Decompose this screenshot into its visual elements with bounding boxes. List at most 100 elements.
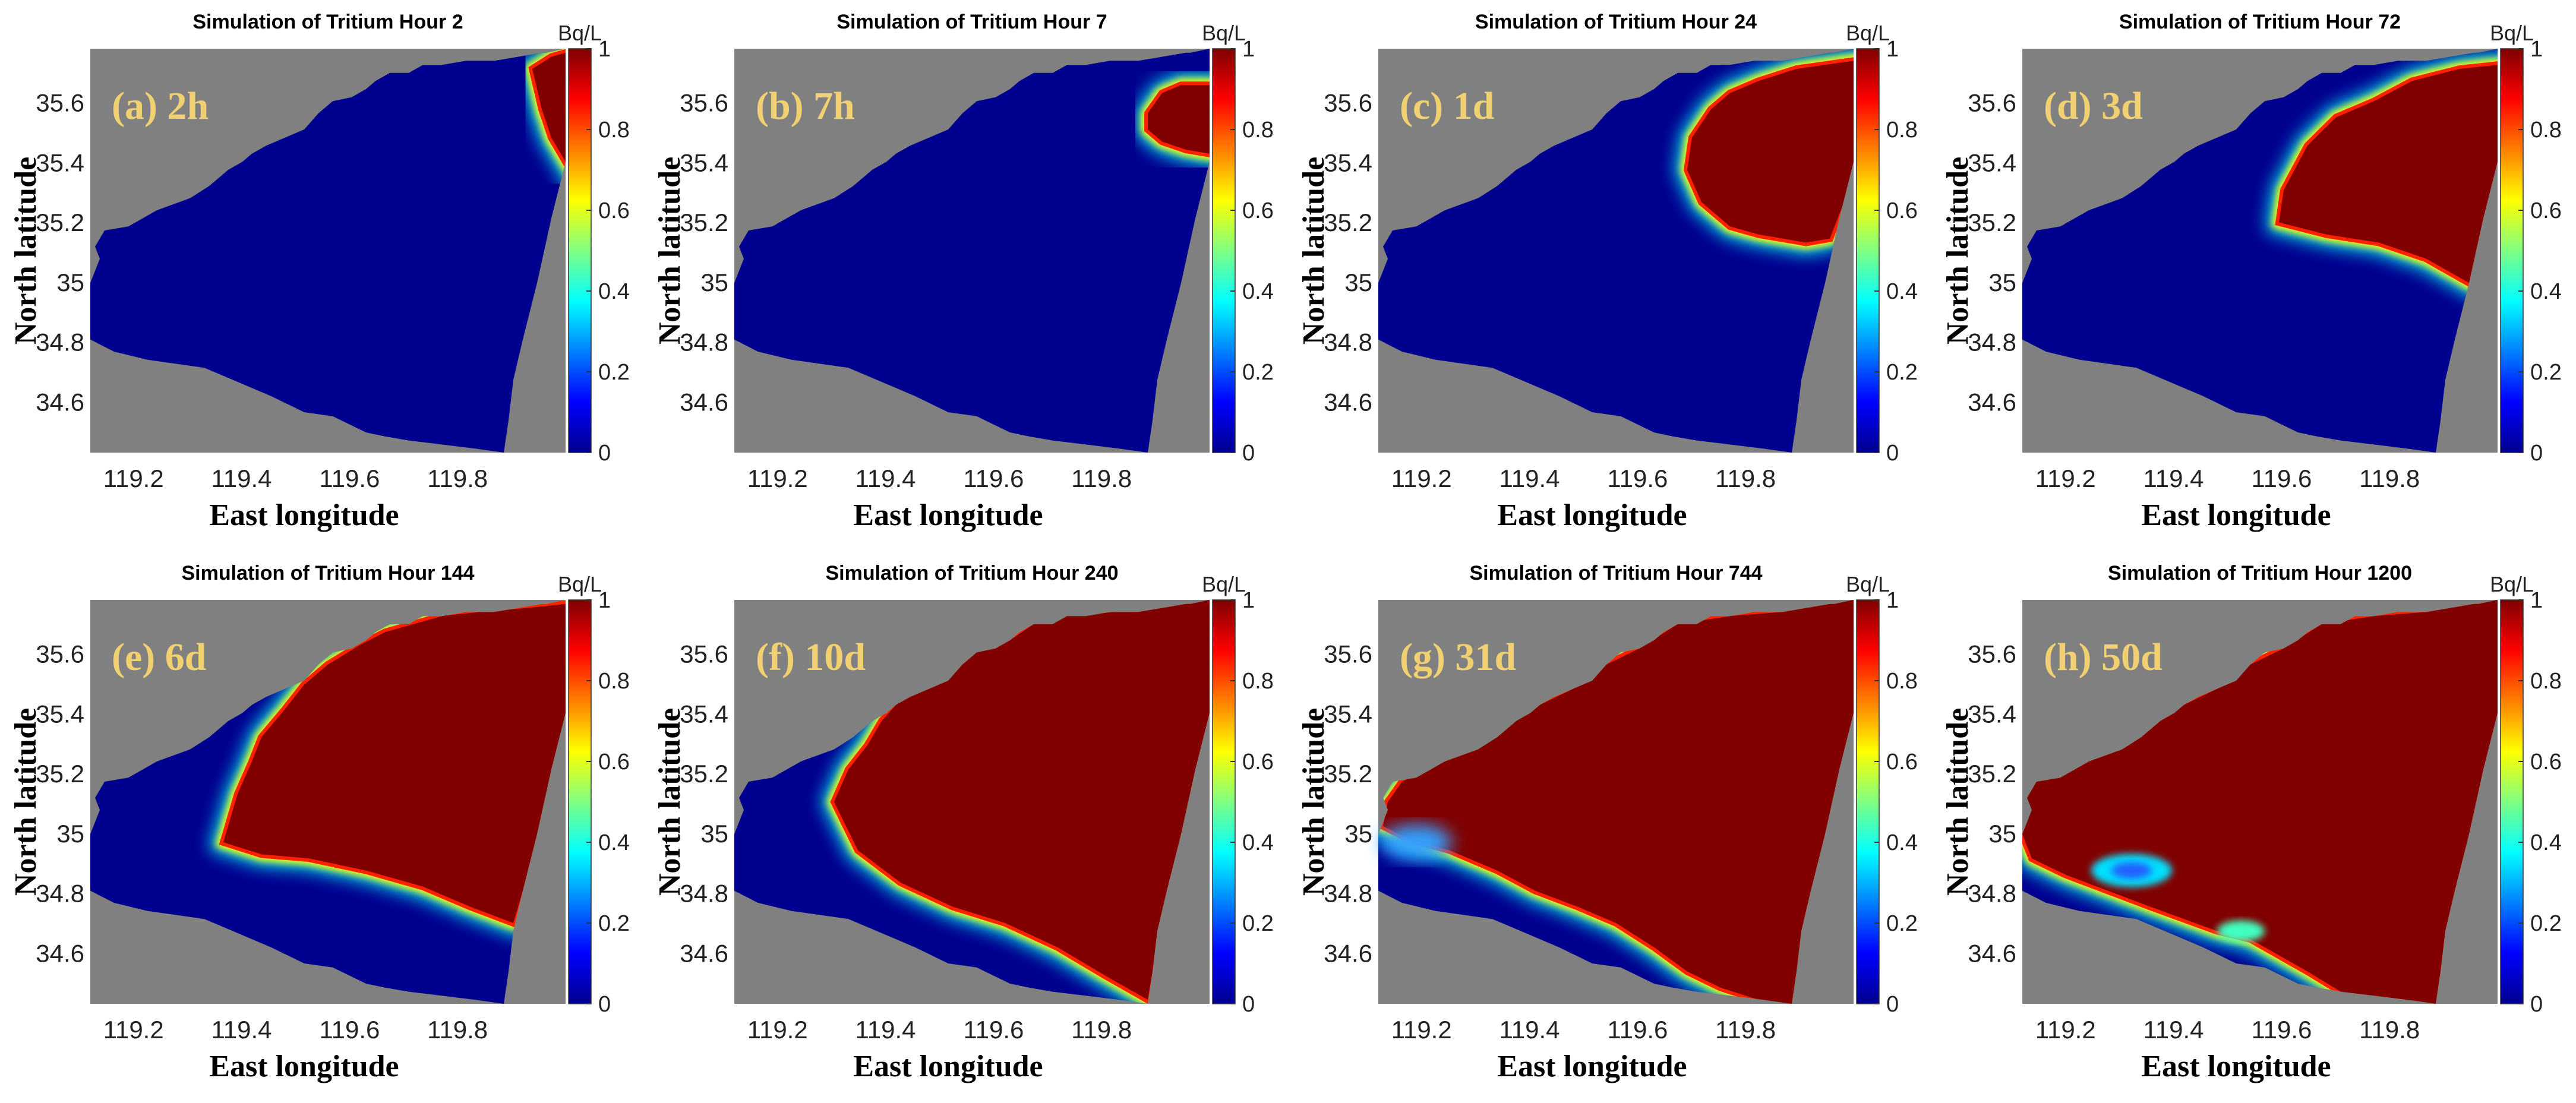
x-tick-label: 119.8 xyxy=(1071,1016,1132,1044)
x-tick-label: 119.6 xyxy=(319,464,380,492)
x-axis-label: East longitude xyxy=(853,1050,1043,1083)
colorbar xyxy=(2500,48,2524,453)
x-tick-label: 119.8 xyxy=(427,1016,488,1044)
tritium-plume xyxy=(2265,51,2498,302)
panel-3: (c) 1d Simulation of Tritium Hour 24 35.6 3… xyxy=(1297,11,1918,532)
colorbar-tick-label: 0.4 xyxy=(598,279,630,304)
y-tick-label: 35.2 xyxy=(1968,208,2016,236)
colorbar xyxy=(1856,48,1880,453)
x-tick-label: 119.8 xyxy=(427,464,488,492)
panel-4: (d) 3d Simulation of Tritium Hour 72 35.6 3… xyxy=(1941,11,2562,532)
colorbar-tick-label: 0.8 xyxy=(598,669,630,694)
plume-core xyxy=(2279,65,2498,283)
colorbar-tick-label: 0.6 xyxy=(2530,198,2562,223)
panel-7: (g) 31d Simulation of Tritium Hour 744 35.… xyxy=(1297,562,1918,1083)
y-axis-label: North latitude xyxy=(1297,157,1331,345)
y-tick-label: 34.6 xyxy=(1324,388,1372,416)
y-axis-label: North latitude xyxy=(1941,157,1975,345)
colorbar-unit: Bq/L xyxy=(1846,21,1890,45)
panel-1: (a) 2h Simulation of Tritium Hour 2 35.6 35… xyxy=(9,11,630,532)
x-axis-label: East longitude xyxy=(1497,498,1687,532)
colorbar-tick-label: 0.4 xyxy=(1886,830,1918,855)
x-tick-label: 119.8 xyxy=(1715,464,1776,492)
y-axis-label: North latitude xyxy=(1941,708,1975,896)
plume-core xyxy=(2022,600,2498,1004)
y-tick-label: 35 xyxy=(1344,268,1372,296)
plume-core xyxy=(1148,85,1210,154)
y-tick-label: 34.8 xyxy=(1324,880,1372,908)
panel-2: (b) 7h Simulation of Tritium Hour 7 35.6 35… xyxy=(653,11,1274,532)
tritium-plume xyxy=(519,49,566,206)
panel-title: Simulation of Tritium Hour 744 xyxy=(1469,562,1762,584)
y-tick-label: 35 xyxy=(56,268,84,296)
x-axis-label: East longitude xyxy=(2141,1050,2331,1083)
x-tick-label: 119.4 xyxy=(2143,464,2204,492)
colorbar-tick-label: 0.8 xyxy=(2530,118,2562,143)
colorbar-tick-label: 0.2 xyxy=(2530,360,2562,385)
y-tick-label: 35.6 xyxy=(680,89,728,117)
panel-title: Simulation of Tritium Hour 2 xyxy=(192,11,463,33)
colorbar-tick-label: 0.2 xyxy=(1242,911,1274,936)
colorbar-tick-label: 0.2 xyxy=(1242,360,1274,385)
colorbar-tick-label: 0 xyxy=(2530,992,2543,1017)
colorbar-tick-label: 0.4 xyxy=(598,830,630,855)
y-tick-label: 35 xyxy=(1988,820,2016,848)
y-tick-label: 34.6 xyxy=(36,939,84,967)
colorbar-tick-label: 0.8 xyxy=(598,118,630,143)
panel-title: Simulation of Tritium Hour 7 xyxy=(836,11,1107,33)
x-axis-label: East longitude xyxy=(2141,498,2331,532)
y-tick-label: 35.2 xyxy=(36,208,84,236)
colorbar xyxy=(2500,599,2524,1004)
colorbar-tick-label: 0 xyxy=(1242,441,1255,466)
y-tick-label: 34.8 xyxy=(680,328,728,356)
y-tick-label: 35.6 xyxy=(680,640,728,668)
colorbar xyxy=(1856,599,1880,1004)
colorbar-tick-label: 0.8 xyxy=(1242,118,1274,143)
y-tick-label: 34.6 xyxy=(1968,939,2016,967)
x-tick-label: 119.2 xyxy=(747,1016,808,1044)
y-tick-label: 35.2 xyxy=(1324,208,1372,236)
y-tick-label: 35 xyxy=(700,820,728,848)
x-tick-label: 119.8 xyxy=(1071,464,1132,492)
y-tick-label: 34.6 xyxy=(1968,388,2016,416)
colorbar-unit: Bq/L xyxy=(558,21,602,45)
sea-clean-water xyxy=(90,49,566,453)
panel-label: (e) 6d xyxy=(112,636,206,679)
colorbar-unit: Bq/L xyxy=(2490,21,2534,45)
y-tick-label: 34.8 xyxy=(36,880,84,908)
panel-label: (b) 7h xyxy=(756,84,855,128)
low-concentration-eddy-core xyxy=(2111,862,2152,879)
plume-front-inner xyxy=(1144,81,1210,158)
y-tick-label: 34.6 xyxy=(680,388,728,416)
x-axis-label: East longitude xyxy=(209,1050,399,1083)
x-tick-label: 119.4 xyxy=(1499,1016,1560,1044)
y-tick-label: 35.4 xyxy=(1324,700,1372,728)
colorbar-tick-label: 0.2 xyxy=(1886,360,1918,385)
colorbar-unit: Bq/L xyxy=(558,572,602,596)
panel-6: (f) 10d Simulation of Tritium Hour 240 35.… xyxy=(653,562,1274,1083)
colorbar-tick-label: 0 xyxy=(598,992,611,1017)
y-tick-label: 35.6 xyxy=(1324,89,1372,117)
x-tick-label: 119.2 xyxy=(1391,1016,1452,1044)
y-tick-label: 35.4 xyxy=(1968,700,2016,728)
y-axis-label: North latitude xyxy=(9,157,43,345)
tritium-plume xyxy=(2022,600,2498,1004)
x-tick-label: 119.6 xyxy=(1607,1016,1668,1044)
plume-core xyxy=(1383,600,1854,1004)
y-tick-label: 35.2 xyxy=(680,760,728,788)
y-tick-label: 35.2 xyxy=(680,208,728,236)
x-tick-label: 119.6 xyxy=(2251,1016,2312,1044)
x-tick-label: 119.8 xyxy=(2359,1016,2420,1044)
colorbar-tick-label: 0 xyxy=(1886,441,1899,466)
y-tick-label: 35.4 xyxy=(1968,148,2016,176)
panel-label: (g) 31d xyxy=(1400,636,1516,679)
colorbar-unit: Bq/L xyxy=(2490,572,2534,596)
y-tick-label: 34.8 xyxy=(680,880,728,908)
y-tick-label: 35.6 xyxy=(1968,89,2016,117)
panel-label: (h) 50d xyxy=(2044,636,2163,679)
plume-core xyxy=(1687,61,1854,243)
low-concentration-eddy xyxy=(2217,920,2265,942)
x-tick-label: 119.6 xyxy=(319,1016,380,1044)
x-tick-label: 119.6 xyxy=(963,1016,1024,1044)
